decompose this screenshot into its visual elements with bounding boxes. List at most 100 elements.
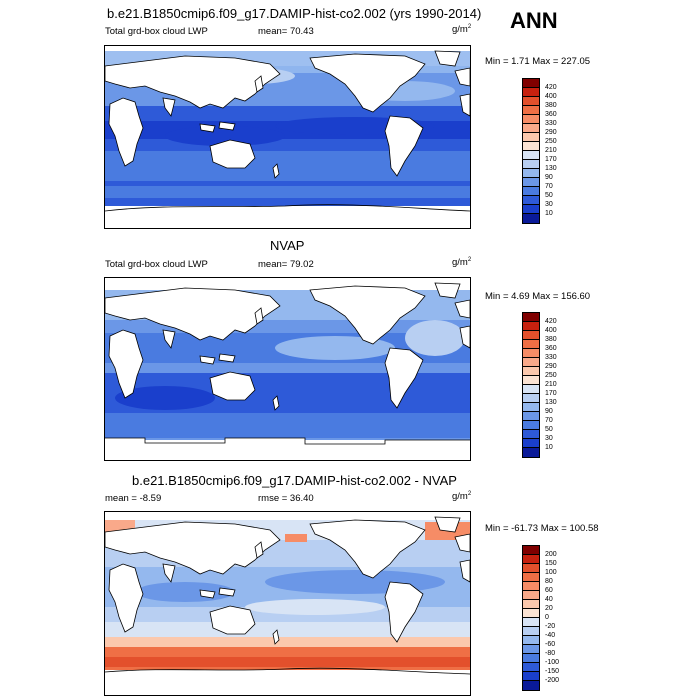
colorbar-tick-label: 10 xyxy=(545,209,553,217)
continent-outline xyxy=(434,282,461,299)
panel1-units: g/m2 xyxy=(452,24,472,36)
colorbar-swatch xyxy=(523,385,539,394)
colorbar-swatch xyxy=(523,681,539,690)
panel2-colorbar xyxy=(522,312,540,458)
colorbar-swatch xyxy=(523,124,539,133)
colorbar-tick-label: -200 xyxy=(545,676,560,684)
continent-outline xyxy=(309,53,426,113)
colorbar-swatch xyxy=(523,645,539,654)
colorbar-swatch xyxy=(523,133,539,142)
colorbar-swatch xyxy=(523,439,539,448)
colorbar-tick-label: 210 xyxy=(545,146,557,154)
continent-outline xyxy=(459,325,470,349)
colorbar-swatch xyxy=(523,313,539,322)
continent-outline xyxy=(105,287,281,341)
colorbar-swatch xyxy=(523,115,539,124)
colorbar-tick-label: 150 xyxy=(545,559,557,567)
colorbar-tick-label: 10 xyxy=(545,443,553,451)
panel3-colorbar xyxy=(522,545,540,691)
colorbar-tick-label: 290 xyxy=(545,362,557,370)
colorbar-tick-label: 70 xyxy=(545,416,553,424)
continent-outline xyxy=(459,559,470,583)
colorbar-swatch xyxy=(523,97,539,106)
colorbar-tick-label: 50 xyxy=(545,425,553,433)
panel2-map xyxy=(104,277,471,461)
continent-outline xyxy=(254,307,264,325)
colorbar-swatch xyxy=(523,205,539,214)
colorbar-swatch xyxy=(523,654,539,663)
colorbar-tick-label: 90 xyxy=(545,173,553,181)
panel1-colorbar xyxy=(522,78,540,224)
colorbar-tick-label: 250 xyxy=(545,137,557,145)
colorbar-swatch xyxy=(523,196,539,205)
continent-outline xyxy=(218,121,236,131)
continent-outline xyxy=(218,587,236,597)
colorbar-swatch xyxy=(523,79,539,88)
continent-outline xyxy=(218,353,236,363)
continent-outline xyxy=(309,285,426,345)
colorbar-tick-label: 170 xyxy=(545,155,557,163)
colorbar-swatch xyxy=(523,349,539,358)
continent-outline xyxy=(272,395,280,411)
colorbar-tick-label: 380 xyxy=(545,101,557,109)
colorbar-swatch xyxy=(523,403,539,412)
colorbar-tick-label: 30 xyxy=(545,200,553,208)
continent-outline xyxy=(108,97,144,167)
panel2-units: g/m2 xyxy=(452,257,472,269)
colorbar-tick-label: 420 xyxy=(545,83,557,91)
colorbar-swatch xyxy=(523,618,539,627)
panel1-mean: mean= 70.43 xyxy=(258,26,314,37)
colorbar-swatch xyxy=(523,169,539,178)
colorbar-tick-label: 420 xyxy=(545,317,557,325)
continent-outline xyxy=(272,629,280,645)
colorbar-tick-label: 210 xyxy=(545,380,557,388)
continent-outline xyxy=(272,163,280,179)
colorbar-swatch xyxy=(523,88,539,97)
colorbar-tick-label: -100 xyxy=(545,658,560,666)
panel1-title: b.e21.B1850cmip6.f09_g17.DAMIP-hist-co2.… xyxy=(107,6,482,21)
continent-outline xyxy=(199,589,216,599)
colorbar-swatch xyxy=(523,376,539,385)
colorbar-swatch xyxy=(523,106,539,115)
colorbar-swatch xyxy=(523,609,539,618)
continent-outline xyxy=(209,371,256,401)
colorbar-tick-label: 330 xyxy=(545,353,557,361)
colorbar-swatch xyxy=(523,367,539,376)
continent-outline xyxy=(108,329,144,399)
colorbar-swatch xyxy=(523,322,539,331)
colorbar-tick-label: 30 xyxy=(545,434,553,442)
colorbar-tick-label: 70 xyxy=(545,182,553,190)
panel1-field-label: Total grd-box cloud LWP xyxy=(105,26,208,37)
colorbar-tick-label: -40 xyxy=(545,631,556,639)
continent-outline xyxy=(108,563,144,633)
colorbar-swatch xyxy=(523,672,539,681)
colorbar-tick-label: -80 xyxy=(545,649,556,657)
season-label: ANN xyxy=(510,8,558,33)
continent-outline xyxy=(162,97,176,117)
continent-outline xyxy=(384,115,424,177)
panel3-minmax: Min = -61.73 Max = 100.58 xyxy=(485,523,599,534)
panel1-minmax: Min = 1.71 Max = 227.05 xyxy=(485,56,591,67)
colorbar-swatch xyxy=(523,151,539,160)
colorbar-swatch xyxy=(523,340,539,349)
panel2-field-label: Total grd-box cloud LWP xyxy=(105,259,208,270)
continent-outline xyxy=(384,581,424,643)
panel3-title: b.e21.B1850cmip6.f09_g17.DAMIP-hist-co2.… xyxy=(132,473,457,488)
colorbar-tick-label: 290 xyxy=(545,128,557,136)
colorbar-swatch xyxy=(523,627,539,636)
continent-outline xyxy=(162,329,176,349)
colorbar-tick-label: 360 xyxy=(545,344,557,352)
panel3-mean: mean = -8.59 xyxy=(105,493,162,504)
colorbar-swatch xyxy=(523,591,539,600)
colorbar-swatch xyxy=(523,430,539,439)
colorbar-swatch xyxy=(523,555,539,564)
panel3-units: g/m2 xyxy=(452,491,472,503)
colorbar-swatch xyxy=(523,564,539,573)
colorbar-tick-label: -150 xyxy=(545,667,560,675)
colorbar-swatch xyxy=(523,582,539,591)
panel3-rmse: rmse = 36.40 xyxy=(258,493,314,504)
continent-outline xyxy=(454,67,470,87)
colorbar-tick-label: 80 xyxy=(545,577,553,585)
colorbar-tick-label: 200 xyxy=(545,550,557,558)
colorbar-tick-label: 170 xyxy=(545,389,557,397)
